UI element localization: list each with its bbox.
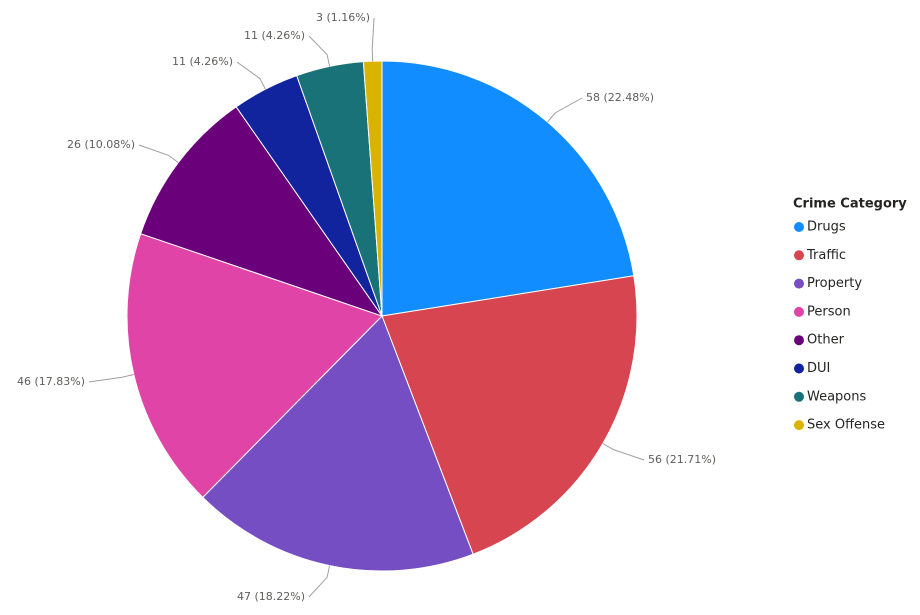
data-label: 3 (1.16%) — [316, 11, 370, 24]
legend-marker — [794, 222, 804, 232]
legend-marker — [794, 363, 804, 374]
legend-marker — [794, 420, 804, 431]
legend-label: DUI — [807, 361, 830, 376]
data-label: 11 (4.26%) — [172, 55, 233, 68]
data-label: 58 (22.48%) — [586, 91, 654, 104]
data-label: 11 (4.26%) — [244, 29, 305, 42]
data-label: 46 (17.83%) — [17, 375, 85, 388]
leader-line — [371, 17, 375, 62]
legend-marker — [794, 391, 804, 402]
data-label: 47 (18.22%) — [237, 590, 305, 603]
pie-slice — [362, 60, 383, 317]
legend-marker — [794, 306, 804, 317]
leader-line — [547, 97, 583, 123]
leader-line — [88, 373, 134, 383]
legend-label: Sex Offense — [807, 418, 885, 433]
legend-label: Property — [807, 276, 862, 291]
leader-line — [602, 443, 645, 461]
legend-title: Crime Category — [793, 197, 907, 212]
legend-label: Weapons — [807, 389, 867, 404]
legend-label: Drugs — [807, 220, 846, 235]
legend-label: Traffic — [806, 248, 846, 263]
legend-label: Person — [807, 304, 851, 319]
legend-label: Other — [807, 333, 845, 348]
leader-line — [138, 144, 179, 164]
legend-marker — [794, 250, 804, 261]
legend-marker — [794, 335, 804, 346]
pie-slice — [381, 275, 638, 555]
leader-line — [308, 565, 331, 598]
leader-line — [236, 61, 266, 90]
data-label: 26 (10.08%) — [67, 138, 135, 151]
data-label: 56 (21.71%) — [648, 453, 716, 466]
pie-slice — [140, 106, 384, 317]
legend-marker — [794, 278, 804, 289]
leader-line — [308, 35, 331, 67]
